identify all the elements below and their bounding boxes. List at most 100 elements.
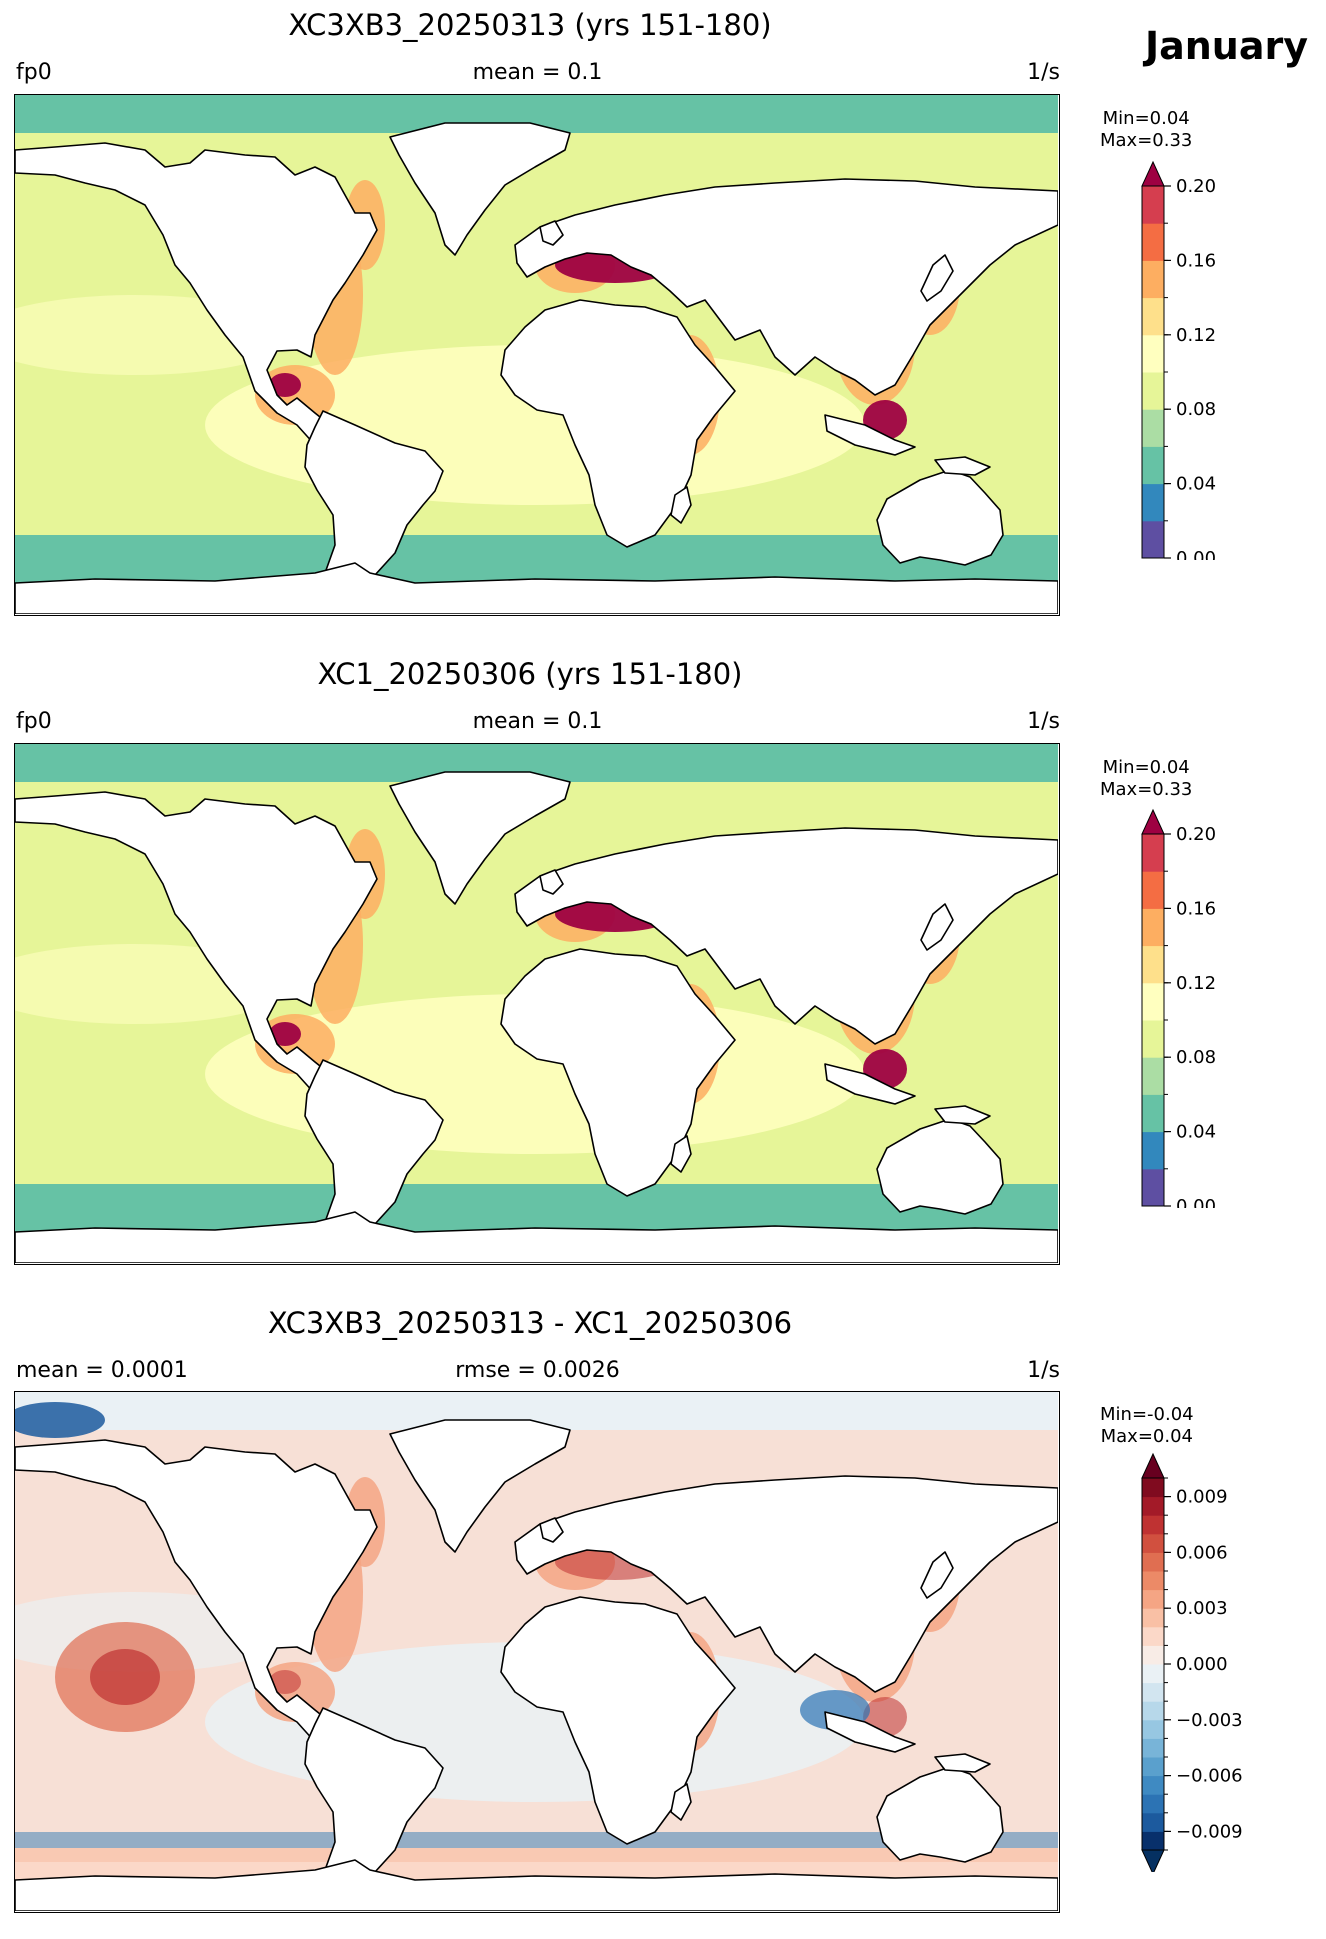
land-north-america [15, 791, 378, 1097]
hotspot-field [269, 373, 301, 397]
land-eurasia [514, 178, 1058, 396]
panel-center-label: rmse = 0.0026 [455, 1358, 620, 1383]
colorbar-tick-label: 0.16 [1176, 898, 1216, 919]
land-japan [920, 254, 954, 302]
land-greenland [389, 771, 571, 905]
colorbar-segment [1142, 945, 1164, 984]
panel-units-label: 1/s [1027, 1358, 1060, 1383]
colorbar-segment [1142, 1626, 1164, 1646]
colorbar: 0.009 0.006 0.003 0.000 −0.003 −0.006 −0.009 [1141, 1452, 1243, 1872]
colorbar-segment [1142, 1757, 1164, 1777]
panel-center-label: mean = 0.1 [472, 60, 603, 85]
colorbar-segment [1142, 1645, 1164, 1665]
anomaly-field [15, 1832, 1058, 1848]
panel-left-label: mean = 0.0001 [16, 1358, 188, 1383]
land-eurasia [514, 1475, 1058, 1693]
hotspot-field [269, 1670, 301, 1694]
colorbar-tick-label: −0.006 [1176, 1766, 1243, 1787]
colorbar: 0.20 0.16 0.12 0.08 0.04 0.00 [1141, 808, 1216, 1208]
land-antarctica [15, 1859, 1058, 1911]
colorbar-tick-label: −0.009 [1176, 1821, 1243, 1842]
colorbar-segment [1142, 1701, 1164, 1721]
minmax-label: Min=0.04 Max=0.33 [1100, 108, 1192, 152]
minmax-label: Min=0.04 Max=0.33 [1100, 757, 1192, 801]
panel-left-label: fp0 [16, 709, 52, 734]
colorbar-tick-label: 0.00 [1176, 548, 1216, 560]
colorbar-tick-label: 0.04 [1176, 1122, 1216, 1143]
colorbar-segment [1142, 1571, 1164, 1591]
land-indonesia [824, 414, 916, 456]
map-plot [14, 94, 1060, 616]
colorbar-segment [1142, 1168, 1164, 1207]
colorbar-segment [1142, 1794, 1164, 1814]
land-north-america [15, 142, 378, 448]
colorbar-segment [1142, 1812, 1164, 1832]
colorbar-segment [1142, 223, 1164, 261]
land-madagascar [670, 1135, 692, 1173]
max-label: Max=0.04 [1100, 1426, 1193, 1447]
colorbar-tick-label: 0.16 [1176, 250, 1216, 271]
colorbar-tick-label: 0.08 [1176, 399, 1216, 420]
colorbar: 0.20 0.16 0.12 0.08 0.04 0.00 [1141, 160, 1216, 560]
colorbar-tick-label: 0.20 [1176, 824, 1216, 845]
land-uk [539, 220, 564, 246]
colorbar-segment [1142, 1094, 1164, 1133]
colorbar-segment [1142, 1664, 1164, 1684]
panel-title: XC1_20250306 (yrs 151-180) [317, 657, 743, 691]
colorbar-segment [1142, 1020, 1164, 1058]
land-greenland [389, 1419, 571, 1553]
land-madagascar [670, 1783, 692, 1821]
colorbar-extend-max [1141, 1452, 1165, 1479]
colorbar-tick-label: 0.000 [1176, 1654, 1228, 1675]
panel-left-label: fp0 [16, 60, 52, 85]
colorbar-segment [1142, 446, 1164, 485]
colorbar-segment [1142, 520, 1164, 559]
colorbar-tick-label: 0.003 [1176, 1598, 1228, 1619]
colorbar-segment [1142, 1831, 1164, 1851]
minmax-label: Min=-0.04 Max=0.04 [1100, 1404, 1194, 1448]
land-madagascar [670, 486, 692, 524]
panel-units-label: 1/s [1027, 60, 1060, 85]
colorbar-tick-label: 0.20 [1176, 176, 1216, 197]
colorbar-segment [1142, 1608, 1164, 1628]
land-africa [500, 948, 736, 1197]
anomaly-field [90, 1649, 160, 1705]
max-label: Max=0.33 [1100, 130, 1193, 151]
colorbar-extend-min [1141, 1849, 1165, 1872]
colorbar-segment [1142, 409, 1164, 447]
min-label: Min=0.04 [1102, 108, 1190, 129]
colorbar-segment [1142, 1682, 1164, 1702]
colorbar-segment [1142, 483, 1164, 522]
panel-title: XC3XB3_20250313 - XC1_20250306 [267, 1306, 793, 1340]
colorbar-segment [1142, 871, 1164, 909]
land-indonesia [824, 1063, 916, 1105]
colorbar-segment [1142, 1719, 1164, 1739]
land-indonesia [824, 1711, 916, 1753]
colorbar-segment [1142, 1131, 1164, 1170]
land-eurasia [514, 827, 1058, 1045]
land-japan [920, 1551, 954, 1599]
colorbar-segment [1142, 1589, 1164, 1609]
colorbar-extend-max [1141, 808, 1165, 835]
colorbar-segment [1142, 1478, 1164, 1498]
colorbar-extend-max [1141, 160, 1165, 187]
colorbar-segment [1142, 372, 1164, 410]
colorbar-segment [1142, 334, 1164, 373]
land-antarctica [15, 562, 1058, 614]
colorbar-tick-label: 0.08 [1176, 1047, 1216, 1068]
colorbar-segment [1142, 834, 1164, 872]
colorbar-segment [1142, 1552, 1164, 1572]
min-label: Min=0.04 [1102, 757, 1190, 778]
land-new-guinea [934, 1753, 991, 1773]
colorbar-segment [1142, 1533, 1164, 1553]
colorbar-segment [1142, 982, 1164, 1021]
colorbar-segment [1142, 1057, 1164, 1095]
max-label: Max=0.33 [1100, 779, 1193, 800]
land-uk [539, 1517, 564, 1543]
min-label: Min=-0.04 [1100, 1404, 1194, 1425]
colorbar-segment [1142, 1775, 1164, 1795]
map-plot [14, 743, 1060, 1265]
hotspot-field [269, 1022, 301, 1046]
colorbar-tick-label: 0.009 [1176, 1487, 1228, 1508]
land-new-guinea [934, 456, 991, 476]
